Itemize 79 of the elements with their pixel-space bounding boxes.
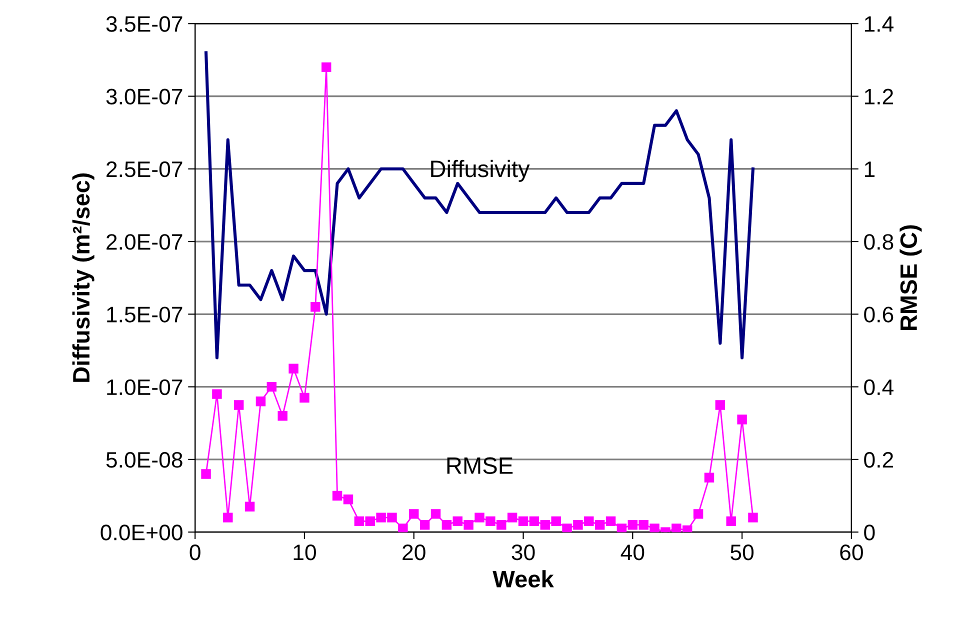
x-tick-label: 30 xyxy=(512,544,535,560)
y-tick-label: 3.0E-07 xyxy=(106,88,182,105)
point xyxy=(244,502,255,512)
point xyxy=(300,392,310,403)
y2-tick-label: 0.2 xyxy=(864,452,894,468)
x-axis-title: Week xyxy=(492,570,554,588)
y2-tick-label: 1 xyxy=(864,162,875,177)
x-tick-label: 60 xyxy=(840,544,863,560)
y-tick-label: 1.5E-07 xyxy=(107,306,182,322)
y-tick-label: 2.5E-07 xyxy=(106,161,182,178)
line-series xyxy=(204,51,755,360)
point xyxy=(464,520,474,530)
point xyxy=(616,524,627,532)
x-tick-label: 20 xyxy=(402,544,426,560)
y2-tick-label: 1.2 xyxy=(864,88,894,104)
point xyxy=(715,400,726,410)
point xyxy=(266,382,277,392)
point xyxy=(594,520,605,530)
point xyxy=(343,494,354,504)
point xyxy=(288,364,298,374)
point xyxy=(726,516,736,526)
x-tick-label: 10 xyxy=(294,544,316,560)
point xyxy=(584,516,594,526)
point xyxy=(420,520,430,530)
y2-axis-title: RMSE (C) xyxy=(900,225,922,330)
point xyxy=(518,516,528,526)
point xyxy=(628,520,638,530)
point xyxy=(321,62,332,72)
point xyxy=(496,520,506,530)
series-label: Diffusivity xyxy=(431,160,530,182)
point xyxy=(704,472,714,482)
point xyxy=(551,516,561,526)
point xyxy=(223,512,233,522)
point xyxy=(638,520,648,530)
point xyxy=(507,512,518,522)
y2-tick-label: 0.4 xyxy=(864,379,894,396)
point xyxy=(529,516,540,526)
point xyxy=(278,411,288,421)
y2-tick-label: 1.4 xyxy=(864,16,894,32)
point xyxy=(748,512,758,522)
point xyxy=(332,490,342,501)
y-tick-label: 1.0E-07 xyxy=(107,379,182,396)
y-tick-label: 2.0E-07 xyxy=(106,234,182,250)
point xyxy=(672,524,682,532)
x-tick-label: 40 xyxy=(620,544,644,560)
y-tick-label: 0.0E+00 xyxy=(100,524,182,540)
y2-tick-label: 0.8 xyxy=(864,234,894,250)
point xyxy=(354,516,364,526)
point xyxy=(573,520,583,530)
point xyxy=(562,524,572,532)
point xyxy=(693,509,704,519)
point xyxy=(486,516,496,526)
point xyxy=(430,509,441,519)
point xyxy=(409,509,419,519)
point xyxy=(234,400,244,410)
point xyxy=(452,516,462,526)
point xyxy=(682,525,692,532)
point xyxy=(606,516,616,526)
point xyxy=(387,512,397,522)
point xyxy=(650,524,660,532)
point xyxy=(398,524,408,532)
point xyxy=(256,396,266,406)
point xyxy=(376,512,386,522)
y2-tick-label: 0.6 xyxy=(864,306,894,322)
point xyxy=(212,389,222,399)
point xyxy=(737,414,747,424)
y-tick-label: 3.5E-07 xyxy=(106,16,182,32)
point xyxy=(201,469,211,479)
point xyxy=(310,302,320,312)
point xyxy=(365,516,375,526)
x-tick-label: 0 xyxy=(190,544,200,560)
point xyxy=(540,520,550,530)
y-axis-title: Diffusivity (m²/sec) xyxy=(72,173,94,382)
x-tick-label: 50 xyxy=(730,544,754,560)
y-tick-label: 5.0E-08 xyxy=(106,452,182,468)
y2-tick-label: 0 xyxy=(864,524,875,540)
point xyxy=(474,512,484,522)
point xyxy=(442,520,452,530)
series-label: RMSE xyxy=(447,457,513,474)
